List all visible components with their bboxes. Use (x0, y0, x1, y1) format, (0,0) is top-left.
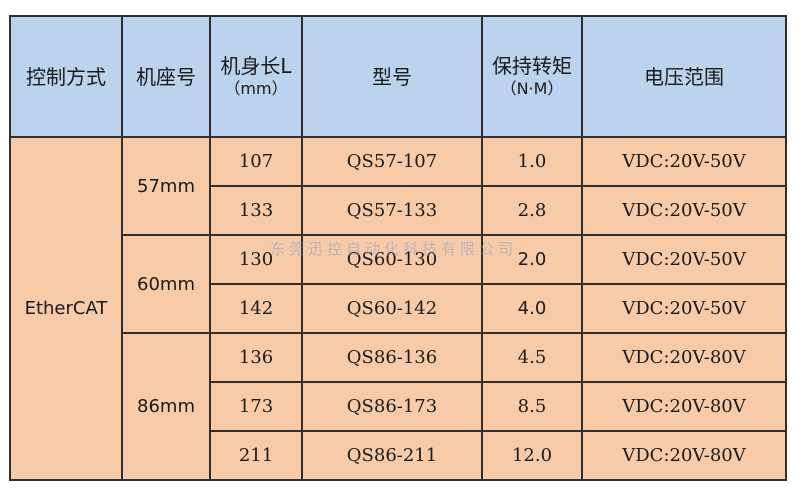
torque-cell: 2.8 (481, 185, 583, 236)
voltage-cell: VDC:20V-50V (581, 185, 787, 236)
header-body-length: 机身长L （mm） (209, 15, 303, 138)
header-holding-torque: 保持转矩 （N·M） (481, 15, 583, 138)
table-row: 133 QS57-133 2.8 VDC:20V-50V (10, 185, 787, 236)
voltage-cell: VDC:20V-80V (581, 332, 787, 383)
torque-cell: 4.5 (481, 332, 583, 383)
length-cell: 136 (209, 332, 303, 383)
length-cell: 107 (209, 136, 303, 187)
length-cell: 173 (209, 381, 303, 432)
table-row: 211 QS86-211 12.0 VDC:20V-80V (10, 430, 787, 481)
header-voltage-range: 电压范围 (581, 15, 787, 138)
header-row: 控制方式 机座号 机身长L （mm） 型号 保持转矩 （N·M） 电压范围 (9, 15, 787, 138)
table-row: 142 QS60-142 4.0 VDC:20V-50V (10, 283, 787, 334)
model-cell: QS60-130 (301, 234, 483, 285)
model-cell: QS86-173 (301, 381, 483, 432)
length-cell: 211 (209, 430, 303, 481)
model-cell: QS86-211 (301, 430, 483, 481)
frame-size-cell: 57mm (121, 136, 211, 236)
length-cell: 133 (209, 185, 303, 236)
table-row: 60mm 130 QS60-130 2.0 VDC:20V-50V (10, 234, 787, 334)
model-cell: QS57-107 (301, 136, 483, 187)
length-cell: 142 (209, 283, 303, 334)
frame-size-cell: 86mm (121, 332, 211, 481)
motor-spec-table: 控制方式 机座号 机身长L （mm） 型号 保持转矩 （N·M） 电压范围 Et… (9, 15, 787, 481)
voltage-cell: VDC:20V-50V (581, 234, 787, 285)
table-row: 86mm 136 QS86-136 4.5 VDC:20V-80V (10, 332, 787, 481)
header-control-mode: 控制方式 (9, 15, 123, 138)
torque-cell: 12.0 (481, 430, 583, 481)
torque-cell: 2.0 (481, 234, 583, 285)
voltage-cell: VDC:20V-50V (581, 283, 787, 334)
torque-cell: 8.5 (481, 381, 583, 432)
header-model: 型号 (301, 15, 483, 138)
header-frame-size: 机座号 (121, 15, 211, 138)
model-cell: QS57-133 (301, 185, 483, 236)
table-row: EtherCAT 57mm 107 QS57-107 1.0 VDC:20V-5… (9, 136, 787, 481)
voltage-cell: VDC:20V-80V (581, 381, 787, 432)
voltage-cell: VDC:20V-80V (581, 430, 787, 481)
control-mode-cell: EtherCAT (9, 136, 123, 481)
length-cell: 130 (209, 234, 303, 285)
spec-table-container: 控制方式 机座号 机身长L （mm） 型号 保持转矩 （N·M） 电压范围 Et… (9, 15, 787, 481)
table-row: 173 QS86-173 8.5 VDC:20V-80V (10, 381, 787, 432)
voltage-cell: VDC:20V-50V (581, 136, 787, 187)
model-cell: QS86-136 (301, 332, 483, 383)
header-holding-torque-unit: （N·M） (500, 79, 564, 99)
torque-cell: 4.0 (481, 283, 583, 334)
header-body-length-unit: （mm） (224, 79, 288, 99)
torque-cell: 1.0 (481, 136, 583, 187)
model-cell: QS60-142 (301, 283, 483, 334)
frame-size-cell: 60mm (121, 234, 211, 334)
